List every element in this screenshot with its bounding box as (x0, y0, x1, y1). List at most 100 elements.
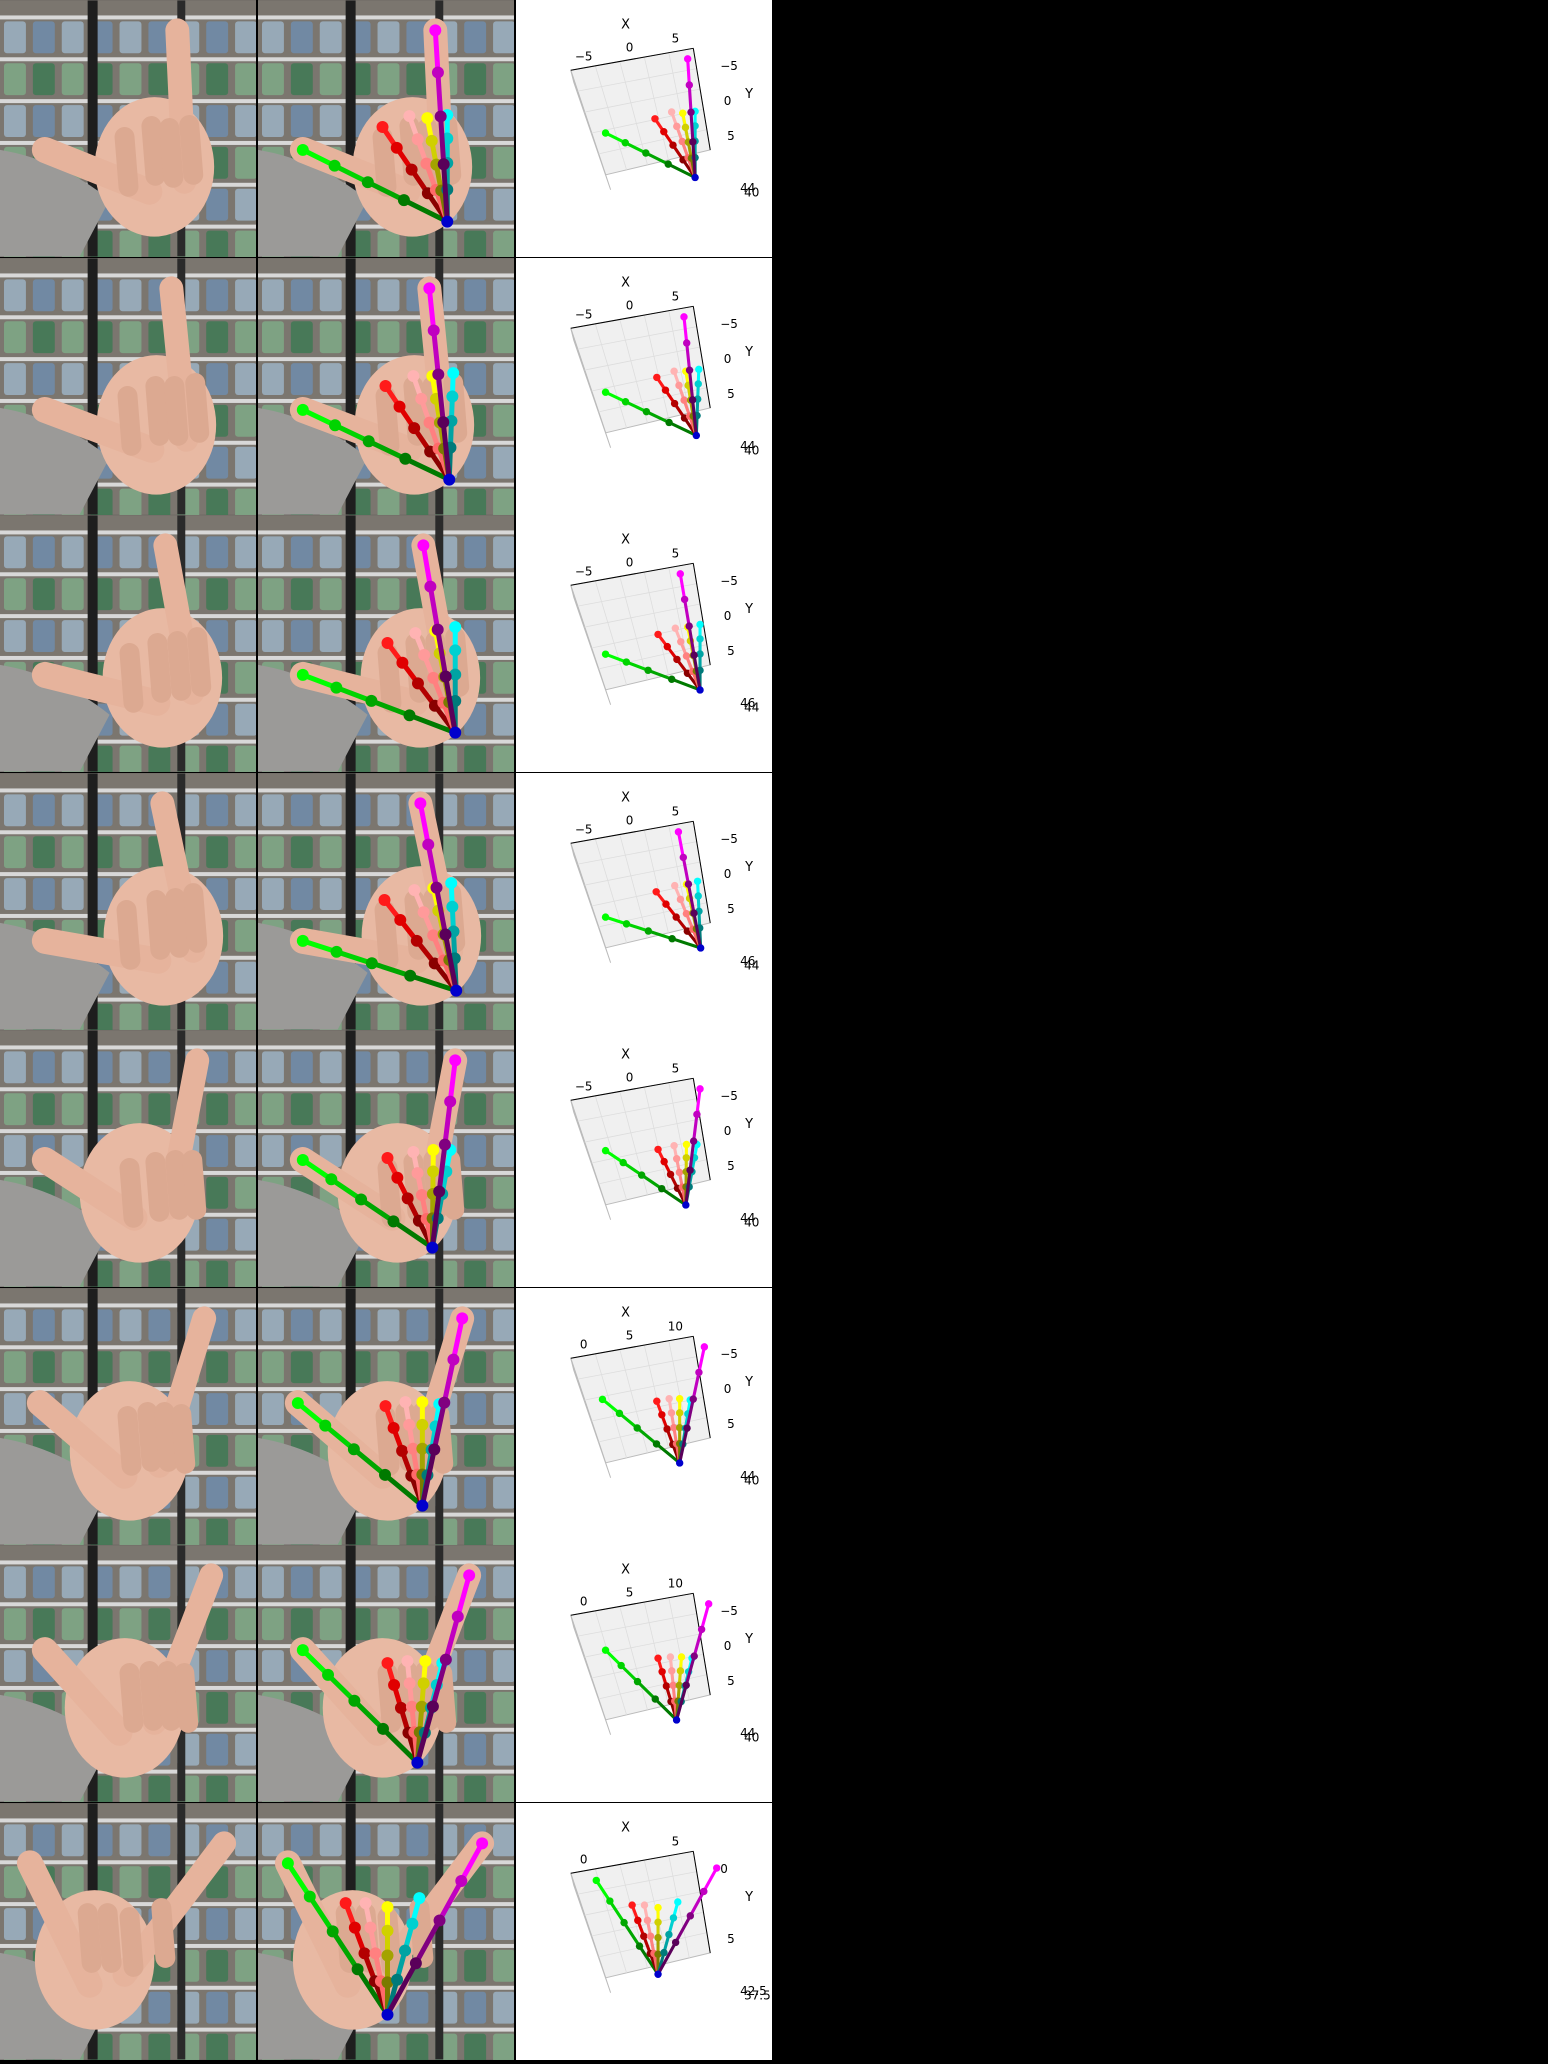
skeleton-bone-pinky (686, 882, 696, 915)
skeleton-joint-index (411, 677, 424, 690)
skeleton-bone-thumb (402, 455, 452, 482)
z-tick-label: 44 (740, 438, 755, 452)
skeleton-joint-ring2 (694, 891, 702, 900)
skeleton-joint-index (658, 1668, 666, 1676)
z-tick-label: 40 (744, 1731, 759, 1745)
skeleton-joint-index (653, 373, 661, 381)
skeleton-joint-pinky (451, 1610, 464, 1623)
skeleton-joint-index (683, 926, 692, 935)
skeleton-bone-thumb (307, 1893, 336, 1934)
skeleton-bone-pinky (674, 1913, 692, 1944)
skeleton-joint-index (673, 655, 681, 664)
skeleton-joint-thumb (598, 1395, 607, 1403)
skeleton-joint-middle (411, 1167, 424, 1180)
skeleton-bone-pinky (455, 1572, 472, 1620)
skeleton-bone-thumb (635, 1425, 659, 1445)
skeleton-joint-thumb (329, 418, 342, 431)
axis-label-x: X (621, 1820, 630, 1835)
skeleton-bone-thumb (644, 409, 671, 424)
skeleton-bone-thumb (660, 1187, 688, 1207)
skeleton-joint-index (654, 1145, 662, 1154)
y-tick-label: 5 (727, 1416, 735, 1430)
z-tick-label: 44 (744, 958, 759, 972)
skeleton-joint-ring (675, 1423, 684, 1431)
skeleton-joint-ring2 (665, 1930, 673, 1938)
skeleton-joint-index (379, 1399, 392, 1412)
skeleton-joint-index (401, 1192, 414, 1205)
skeleton-joint-middle (407, 1146, 420, 1159)
skeleton-bone-thumb (330, 1928, 361, 1972)
skeleton-joint-pinky (679, 853, 688, 861)
skeleton-joint-middle (675, 1168, 684, 1177)
skeleton-bone-thumb (332, 163, 371, 185)
skeleton-joint-middle (408, 883, 421, 896)
skeleton-bone-thumb (617, 1411, 639, 1430)
skeleton-joint-wrist (696, 943, 705, 952)
x-tick-label: 5 (672, 546, 680, 560)
skeleton-joint-thumb (355, 1193, 368, 1206)
skeleton-joint-wrist (449, 726, 462, 739)
skeleton-bone-pinky (447, 1057, 458, 1105)
y-tick-label: 0 (724, 867, 732, 881)
skeleton-bone-pinky (700, 1602, 711, 1631)
skeleton-joint-pinky (438, 1396, 451, 1409)
axis-label-x: X (621, 17, 630, 32)
y-tick-label: 5 (727, 1159, 735, 1173)
skeleton-joint-ring (417, 1677, 430, 1690)
z-tick-label: 40 (744, 186, 759, 200)
skeleton-bone-pinky (695, 1087, 702, 1116)
skeleton-joint-ring2 (446, 900, 459, 913)
skeleton-joint-thumb (601, 129, 610, 137)
skeleton-bone-pinky (684, 1168, 692, 1207)
skeleton-joint-pinky (437, 415, 450, 428)
skeleton-joint-wrist (696, 686, 704, 694)
skeleton-bone-thumb (624, 921, 650, 933)
skeleton-bone-pinky (458, 1840, 485, 1884)
skeleton-joint-index (628, 1900, 636, 1909)
skeleton-joint-pinky (456, 1311, 469, 1324)
skeleton-joint-middle (682, 652, 691, 660)
skeleton-joint-thumb (303, 1890, 316, 1903)
3d-hand-plot: X Y −5 0 5 −5 0 5 46 44 (516, 772, 772, 1030)
skeleton-bone-pinky (443, 673, 458, 736)
skeleton-joint-thumb (642, 149, 650, 157)
skeleton-bone-thumb (366, 438, 408, 461)
skeleton-joint-thumb (664, 160, 672, 168)
y-tick-label: 5 (727, 1931, 735, 1945)
skeleton-bone-pinky (688, 1889, 706, 1917)
skeleton-joint-thumb (296, 403, 309, 416)
skeleton-bone-pinky (675, 1683, 688, 1722)
skeleton-joint-index (358, 1946, 371, 1959)
skeleton-joint-pinky (700, 1342, 709, 1351)
skeleton-bone-pinky (688, 1139, 696, 1172)
z-tick-label: 46 (740, 953, 755, 967)
skeleton-bone-thumb (365, 179, 407, 203)
skeleton-joint-thumb (377, 1722, 389, 1735)
skeleton-joint-pinky (685, 622, 693, 630)
x-tick-label: 10 (668, 1319, 683, 1333)
skeleton-joint-thumb (326, 1924, 339, 1937)
skeleton-joint-middle (417, 905, 430, 918)
skeleton-bone-thumb (624, 660, 650, 672)
y-tick-label: 5 (727, 901, 735, 915)
skeleton-bone-pinky (687, 624, 696, 657)
x-tick-label: 5 (626, 1328, 634, 1342)
skeleton-joint-pinky (695, 1368, 703, 1376)
skeleton-bone-pinky (702, 1866, 719, 1893)
skeleton-bone-pinky (692, 1112, 699, 1143)
skeleton-joint-thumb (296, 143, 309, 156)
x-tick-label: 5 (672, 804, 680, 818)
skeleton-joint-wrist (654, 1970, 662, 1978)
skeleton-joint-pinky (423, 281, 436, 294)
skeleton-joint-index (661, 385, 670, 394)
axis-label-y: Y (744, 345, 753, 360)
skeleton-joint-index (405, 163, 418, 176)
x-tick-label: −5 (575, 564, 593, 578)
skeleton-joint-ring (679, 109, 687, 117)
skeleton-joint-wrist (443, 473, 456, 486)
x-tick-label: 0 (580, 1594, 588, 1608)
skeleton-joint-middle (646, 1932, 655, 1940)
skeleton-bone-pinky (431, 327, 441, 377)
skeleton-joint-middle (670, 367, 678, 375)
skeleton-bone-thumb (407, 712, 458, 736)
